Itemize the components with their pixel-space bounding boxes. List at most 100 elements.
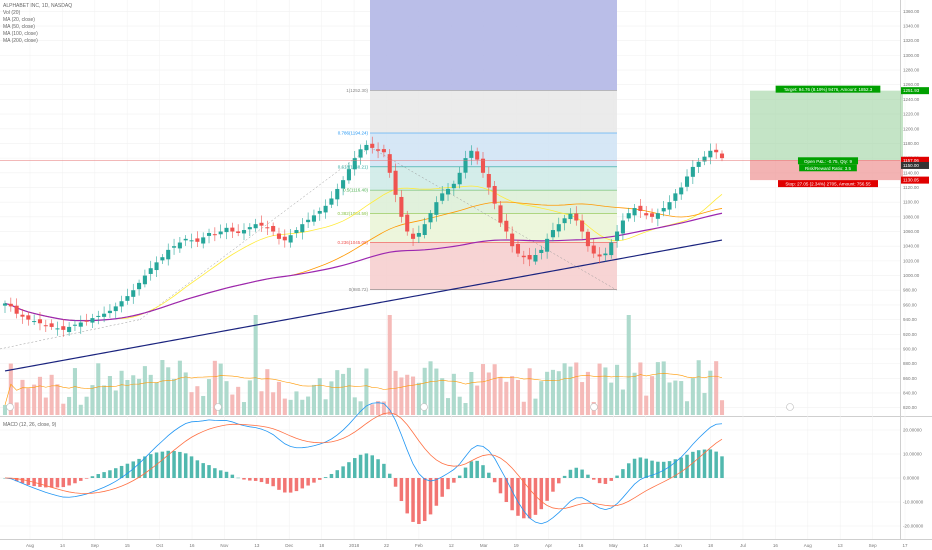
macd-histogram-bar bbox=[79, 478, 83, 481]
time-tick-label: 18 bbox=[708, 543, 714, 548]
time-tick-label: 14 bbox=[60, 543, 66, 548]
macd-histogram-bar bbox=[20, 478, 25, 484]
candle-body bbox=[422, 224, 427, 236]
risk-reward-label: Risk/Reward Ratio: 3.5 bbox=[805, 166, 852, 171]
volume-bar bbox=[539, 381, 544, 415]
macd-histogram-bar bbox=[230, 474, 235, 478]
volume-bar bbox=[37, 376, 43, 415]
time-tick-label: Jun bbox=[675, 543, 683, 548]
price-tick-label: 880.00 bbox=[903, 361, 917, 366]
indicator-ma20[interactable]: MA (20, close) bbox=[3, 17, 35, 23]
macd-histogram-bar bbox=[457, 475, 462, 478]
macd-title[interactable]: MACD (12, 26, close, 9) bbox=[3, 422, 57, 428]
volume-bar bbox=[14, 402, 19, 415]
volume-bar bbox=[26, 388, 31, 415]
volume-bar bbox=[154, 382, 159, 415]
volume-bar bbox=[323, 399, 328, 415]
time-tick-label: 14 bbox=[643, 543, 649, 548]
candle-body bbox=[230, 227, 235, 232]
macd-histogram-bar bbox=[14, 478, 19, 482]
price-tick-label: 1040.00 bbox=[903, 244, 920, 249]
volume-bar bbox=[655, 362, 660, 415]
macd-histogram-bar bbox=[172, 450, 176, 478]
volume-bar bbox=[2, 405, 8, 415]
macd-histogram-bar bbox=[178, 451, 182, 478]
volume-bar bbox=[131, 375, 136, 415]
candle-body bbox=[189, 240, 194, 242]
volume-bar bbox=[113, 390, 118, 415]
candle-body bbox=[411, 233, 416, 239]
volume-bar bbox=[137, 378, 142, 415]
indicator-vol[interactable]: Vol (20) bbox=[3, 10, 21, 16]
candle-body bbox=[515, 244, 521, 254]
indicator-ma50[interactable]: MA (50, close) bbox=[3, 24, 35, 30]
macd-histogram-bar bbox=[318, 478, 322, 480]
volume-bar bbox=[399, 377, 404, 415]
volume-bar bbox=[696, 360, 701, 415]
candle-body bbox=[690, 166, 695, 177]
candle-body bbox=[212, 234, 217, 236]
indicator-ma200[interactable]: MA (200, close) bbox=[3, 38, 38, 44]
candle-body bbox=[78, 322, 83, 327]
long-position-tool[interactable]: Target: 94.76 (8.19%) 9476, Amount: 1852… bbox=[0, 85, 903, 188]
time-tick-label: 13 bbox=[838, 543, 844, 548]
macd-histogram-bar bbox=[283, 478, 287, 493]
macd-histogram-bar bbox=[341, 466, 345, 478]
price-tick-label: 820.00 bbox=[903, 405, 917, 410]
candle-body bbox=[434, 202, 439, 215]
indicator-ma100[interactable]: MA (100, close) bbox=[3, 31, 38, 37]
candle-body bbox=[271, 225, 276, 232]
macd-histogram-bar bbox=[195, 460, 200, 478]
candle-body bbox=[603, 253, 608, 256]
volume-bar bbox=[556, 371, 561, 415]
macd-histogram-bar bbox=[440, 478, 444, 497]
time-tick-label: 16 bbox=[190, 543, 196, 548]
candle-body bbox=[282, 236, 287, 241]
candle-body bbox=[26, 315, 31, 320]
volume-bar bbox=[387, 315, 392, 415]
target-label: Target: 94.76 (8.19%) 9476, Amount: 1852… bbox=[784, 87, 873, 92]
macd-line bbox=[4, 402, 723, 525]
macd-histogram-bar bbox=[545, 478, 549, 501]
time-tick-label: 12 bbox=[449, 543, 455, 548]
price-badge-label: 1150.00 bbox=[903, 163, 919, 168]
volume-bar bbox=[521, 401, 526, 415]
time-tick-label: 19 bbox=[514, 543, 520, 548]
volume-bar bbox=[102, 385, 107, 415]
candle-body bbox=[719, 153, 725, 159]
price-tick-label: 1060.00 bbox=[903, 229, 920, 234]
macd-histogram-bar bbox=[650, 460, 654, 478]
macd-histogram-bar bbox=[364, 453, 369, 478]
volume-bar bbox=[311, 384, 316, 415]
target-zone bbox=[750, 90, 903, 161]
chart-axes: 1360.00 1340.00 1320.00 1300.00 1280.00 1260.… bbox=[26, 9, 929, 548]
macd-histogram-bar bbox=[656, 461, 660, 478]
volume-bar bbox=[306, 396, 311, 415]
macd-histogram-bar bbox=[358, 454, 363, 478]
volume-bars bbox=[2, 315, 794, 415]
candle-body bbox=[486, 174, 491, 188]
fibonacci-retracement[interactable]: 1(1252.30)0.786(1194.24)0.618(1148.21)0.… bbox=[0, 0, 618, 350]
macd-histogram-bar bbox=[510, 478, 514, 511]
candle-body bbox=[667, 202, 672, 210]
macd-histogram-bar bbox=[562, 475, 567, 478]
candle-body bbox=[224, 227, 229, 233]
volume-bar bbox=[358, 401, 363, 415]
volume-bar bbox=[206, 379, 212, 415]
time-tick-label: Feb bbox=[415, 543, 423, 548]
macd-histogram-bar bbox=[428, 478, 433, 515]
macd-histogram-bar bbox=[218, 470, 223, 478]
candle-body bbox=[142, 275, 147, 285]
volume-bar bbox=[119, 370, 124, 415]
price-tick-label: 960.00 bbox=[903, 302, 917, 307]
macd-histogram-bar bbox=[213, 468, 217, 478]
candle-body bbox=[352, 158, 357, 170]
volume-bar bbox=[218, 363, 223, 415]
volume-bar bbox=[381, 401, 386, 415]
volume-bar bbox=[667, 382, 672, 415]
candle-body bbox=[445, 188, 451, 195]
ma20-line bbox=[4, 185, 723, 322]
candle-body bbox=[661, 208, 666, 212]
volume-bar bbox=[626, 315, 631, 415]
